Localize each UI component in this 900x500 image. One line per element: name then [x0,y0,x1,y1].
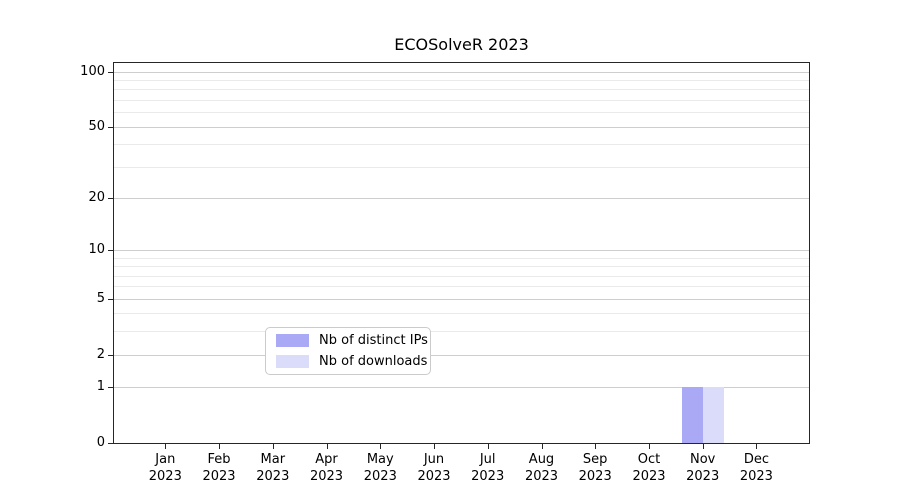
x-tick-mark [219,444,220,449]
x-tick-label: Nov 2023 [668,451,738,485]
x-tick-label: Dec 2023 [721,451,791,485]
y-gridline-minor [114,112,809,114]
x-tick-mark [380,444,382,449]
legend-item-distinct-ips: Nb of distinct IPs [276,333,428,348]
x-tick-year: 2023 [417,469,451,484]
x-tick-mark [756,444,758,449]
y-tick-mark [108,71,113,73]
y-gridline-minor [114,144,809,146]
y-tick-label: 10 [88,242,105,257]
bar-downloads [702,387,724,443]
x-tick-year: 2023 [202,469,236,484]
y-tick-label: 20 [88,189,105,205]
y-gridline-minor [114,286,809,288]
y-tick-mark [108,443,113,444]
x-tick-year: 2023 [256,469,290,484]
x-tick-label: Jun 2023 [399,451,469,485]
x-tick-mark [434,444,435,449]
legend-label: Nb of distinct IPs [319,333,428,348]
y-tick-label: 100 [80,63,105,79]
y-tick-label: 50 [88,118,105,134]
x-tick-year: 2023 [632,469,666,484]
y-gridline-major [114,387,809,389]
y-gridline-minor [114,313,809,315]
y-gridline-major [114,250,809,251]
x-tick-month: Nov [690,452,716,467]
x-tick-mark [702,444,704,449]
x-tick-year: 2023 [524,469,559,484]
chart-title: ECOSolveR 2023 [394,35,529,54]
x-tick-label: Oct 2023 [614,451,684,485]
y-gridline-minor [114,275,809,277]
y-tick-label: 1 [96,379,105,395]
x-tick-mark [649,444,650,449]
x-tick-month: Apr [315,452,338,467]
y-gridline-minor [114,257,809,259]
x-tick-label: Aug 2023 [507,451,577,485]
x-tick-year: 2023 [148,469,182,484]
y-gridline-minor [114,266,809,268]
y-tick-label: 5 [96,290,105,306]
x-tick-year: 2023 [363,469,397,484]
legend-swatch [276,334,309,347]
x-tick-year: 2023 [471,469,505,484]
legend-label: Nb of downloads [319,354,428,369]
x-tick-label: Apr 2023 [292,451,362,485]
x-tick-month: Dec [743,452,769,467]
x-tick-mark [165,444,167,449]
legend-item-downloads: Nb of downloads [276,354,427,369]
x-tick-month: Jul [479,452,496,467]
x-tick-month: Jan [155,452,176,467]
plot-area [113,62,810,444]
x-tick-label: Feb 2023 [184,451,254,485]
x-tick-year: 2023 [739,469,773,484]
y-tick-mark [108,250,113,251]
x-tick-mark [541,444,543,449]
y-gridline-major [114,126,809,128]
x-tick-label: Jan 2023 [130,451,200,485]
y-tick-label: 0 [96,435,105,450]
y-gridline-major [114,197,809,199]
y-gridline-major [114,354,809,356]
y-tick-label: 2 [96,346,105,362]
x-tick-mark [326,444,328,449]
y-gridline-major [114,71,809,73]
x-tick-month: Sep [582,452,608,467]
x-tick-month: Aug [528,452,555,467]
y-gridline-minor [114,99,809,101]
x-tick-label: Jul 2023 [453,451,523,485]
x-tick-year: 2023 [578,469,612,484]
legend: Nb of distinct IPs Nb of downloads [265,327,431,375]
y-gridline-minor [114,89,809,91]
x-tick-month: Oct [637,452,661,467]
x-tick-year: 2023 [686,469,720,484]
x-tick-year: 2023 [309,469,344,484]
x-tick-month: May [366,452,394,467]
y-tick-mark [108,387,113,389]
y-gridline-minor [114,331,809,333]
x-tick-month: Feb [207,452,231,467]
y-gridline-minor [114,79,809,81]
x-tick-month: Mar [260,452,286,467]
y-tick-mark [108,197,113,199]
x-tick-label: May 2023 [345,451,415,485]
y-tick-mark [108,126,113,128]
x-tick-label: Mar 2023 [238,451,308,485]
y-gridline-major [114,298,809,300]
y-gridline-minor [114,166,809,168]
x-tick-mark [487,444,489,449]
y-tick-mark [108,298,113,300]
x-tick-mark [272,444,274,449]
x-tick-mark [595,444,597,449]
x-tick-label: Sep 2023 [560,451,630,485]
y-tick-mark [108,354,113,356]
x-tick-month: Jun [423,452,445,467]
legend-swatch [276,355,309,368]
bar-distinct-ips [681,387,703,443]
